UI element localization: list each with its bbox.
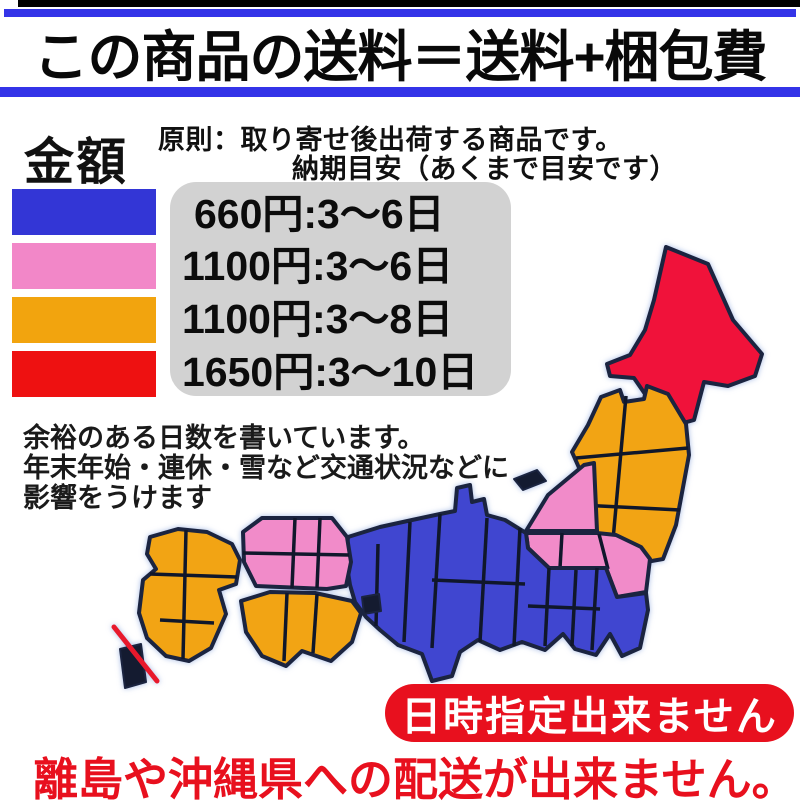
note-line1: 原則：取り寄せ後出荷する商品です。 [158,125,623,155]
map-island-sado [513,469,547,491]
map-island-okinawa [119,643,147,689]
color-swatch-pink [12,243,156,289]
remote-island-warning: 離島や沖縄県への配送が出来ません。 [33,754,797,805]
legend-row-pink-label: 1100円:3〜6日 [182,243,454,289]
note-line2: 納期目安（あくまで目安です） [292,154,677,184]
okinawa-no-ship-line [111,624,160,684]
map-region-chugoku [241,516,353,591]
legend-row-red-label: 1650円:3〜10日 [182,349,479,395]
map-region-tohoku [570,384,691,564]
color-swatch-red [12,351,156,397]
shipping-legend-box: 660円:3〜6日 1100円:3〜6日 1100円:3〜8日 1650円:3〜… [170,182,511,396]
no-date-specify-badge: 日時指定出来ません [385,684,794,742]
page-title: この商品の送料＝送料+梱包費 [33,26,767,88]
map-region-kyushu [137,527,242,663]
map-island-awaji [361,593,382,615]
color-swatch-orange [12,297,156,343]
disclaimer-line3: 影響をうけます [23,483,212,513]
disclaimer-line2: 年末年始・連休・雪など交通状況などに [23,453,509,483]
map-region-shikoku [239,590,363,668]
legend-row-blue-label: 660円:3〜6日 [194,191,445,237]
bottom-blue-divider [0,87,800,97]
color-swatch-blue [12,189,156,235]
top-black-bar [18,0,800,7]
legend-row-orange-label: 1100円:3〜8日 [182,296,454,342]
map-region-honshu-blue [344,483,650,683]
disclaimer-line1: 余裕のある日数を書いています。 [23,423,425,453]
disclaimer-text: 余裕のある日数を書いています。 年末年始・連休・雪など交通状況などに 影響をうけ… [23,423,509,513]
top-blue-divider [4,9,796,17]
amount-label: 金額 [24,134,128,190]
